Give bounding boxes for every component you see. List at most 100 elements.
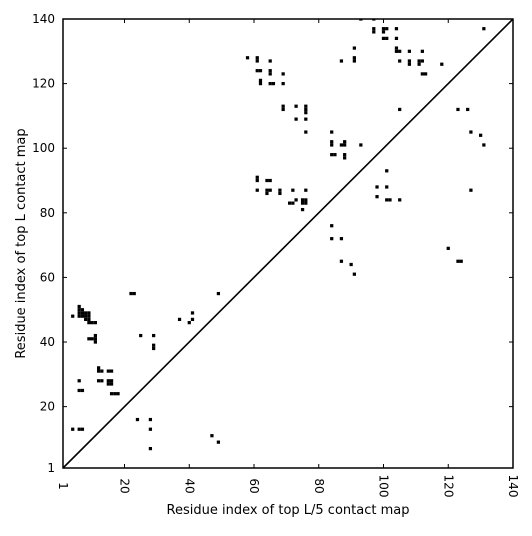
contact-point-upper: [482, 27, 486, 31]
contact-point-upper: [381, 36, 386, 40]
contact-point-lower: [96, 379, 101, 383]
contact-point-upper: [258, 69, 263, 73]
contact-point-lower: [216, 291, 221, 296]
contact-point-lower: [93, 340, 97, 344]
contact-point-upper: [381, 27, 386, 31]
contact-point-lower: [80, 311, 85, 315]
y-tick-label: 100: [32, 141, 55, 155]
contact-point-upper: [255, 69, 259, 73]
contact-point-upper: [385, 198, 389, 202]
contact-point-lower: [135, 417, 140, 422]
contact-point-upper: [255, 59, 259, 63]
contact-point-upper: [304, 107, 308, 112]
contact-point-upper: [394, 49, 399, 53]
contact-point-upper: [330, 140, 334, 144]
contact-point-lower: [84, 317, 88, 322]
x-tick-label: 100: [377, 475, 391, 498]
contact-point-lower: [152, 343, 156, 347]
contact-point-lower: [80, 308, 85, 312]
contact-point-upper: [375, 185, 379, 189]
contact-point-upper: [245, 56, 250, 60]
contact-point-upper: [288, 201, 292, 205]
contact-point-upper: [304, 111, 308, 115]
contact-point-upper: [423, 72, 428, 76]
contact-point-upper: [420, 59, 424, 63]
contact-point-upper: [268, 69, 272, 73]
contact-point-upper: [385, 27, 389, 31]
contact-point-upper: [339, 59, 344, 63]
y-tick-label: 40: [40, 335, 55, 349]
contact-point-lower: [77, 304, 81, 309]
contact-point-upper: [407, 59, 412, 63]
contact-point-upper: [255, 178, 259, 183]
contact-point-lower: [100, 379, 104, 383]
contact-point-lower: [100, 369, 104, 373]
contact-point-lower: [339, 237, 344, 241]
contact-point-upper: [271, 81, 276, 86]
contact-point-upper: [304, 130, 308, 134]
contact-point-lower: [96, 366, 101, 370]
contact-point-lower: [96, 369, 101, 373]
contact-point-lower: [106, 382, 110, 386]
contact-point-lower: [87, 337, 91, 341]
contact-point-upper: [375, 195, 379, 199]
x-tick-label: 20: [118, 478, 132, 493]
contact-point-lower: [87, 311, 91, 315]
contact-point-upper: [330, 130, 334, 134]
contact-point-upper: [300, 207, 305, 212]
contact-point-lower: [456, 259, 460, 263]
contact-point-lower: [93, 321, 97, 325]
contact-point-lower: [71, 427, 75, 431]
contact-point-upper: [407, 62, 412, 66]
contact-point-lower: [152, 333, 156, 338]
contact-point-lower: [87, 317, 91, 322]
contact-point-upper: [466, 107, 470, 112]
y-tick-label: 20: [40, 400, 55, 414]
contact-point-upper: [359, 19, 363, 21]
contact-point-upper: [268, 81, 272, 86]
contact-point-lower: [90, 337, 94, 341]
contact-point-lower: [77, 314, 81, 318]
contact-point-upper: [479, 133, 483, 137]
contact-point-upper: [333, 153, 337, 157]
contact-point-upper: [352, 59, 356, 63]
contact-point-upper: [388, 198, 392, 202]
contact-point-lower: [87, 314, 91, 318]
x-tick-label: 140: [506, 475, 520, 498]
contact-point-upper: [268, 59, 272, 63]
contact-point-lower: [109, 379, 114, 383]
contact-point-upper: [304, 201, 308, 205]
x-tick-label: 40: [182, 478, 196, 493]
x-tick-label: 120: [441, 475, 455, 498]
contact-point-upper: [372, 30, 376, 34]
contact-point-upper: [281, 107, 285, 112]
contact-point-upper: [300, 201, 305, 205]
contact-point-lower: [77, 388, 81, 393]
contact-point-lower: [80, 427, 85, 431]
contact-point-upper: [352, 56, 356, 60]
y-axis-label: Residue index of top L contact map: [14, 128, 29, 358]
contact-point-upper: [385, 169, 389, 173]
contact-point-upper: [281, 104, 285, 108]
contact-point-upper: [265, 178, 269, 183]
contact-point-lower: [352, 272, 356, 276]
contact-point-lower: [330, 224, 334, 228]
contact-point-lower: [349, 262, 353, 267]
contact-point-upper: [394, 27, 399, 31]
contact-point-lower: [177, 317, 182, 322]
contact-point-lower: [339, 259, 344, 263]
contact-point-lower: [77, 379, 81, 383]
contact-point-lower: [459, 259, 463, 263]
contact-point-upper: [385, 36, 389, 40]
contact-point-lower: [93, 333, 97, 338]
contact-point-lower: [113, 392, 117, 396]
contact-point-lower: [148, 417, 153, 422]
contact-point-upper: [339, 143, 344, 147]
contact-point-lower: [210, 434, 214, 438]
contact-point-lower: [106, 379, 110, 383]
contact-point-lower: [148, 427, 153, 431]
data-marks: [71, 19, 486, 451]
contact-point-upper: [385, 185, 389, 189]
